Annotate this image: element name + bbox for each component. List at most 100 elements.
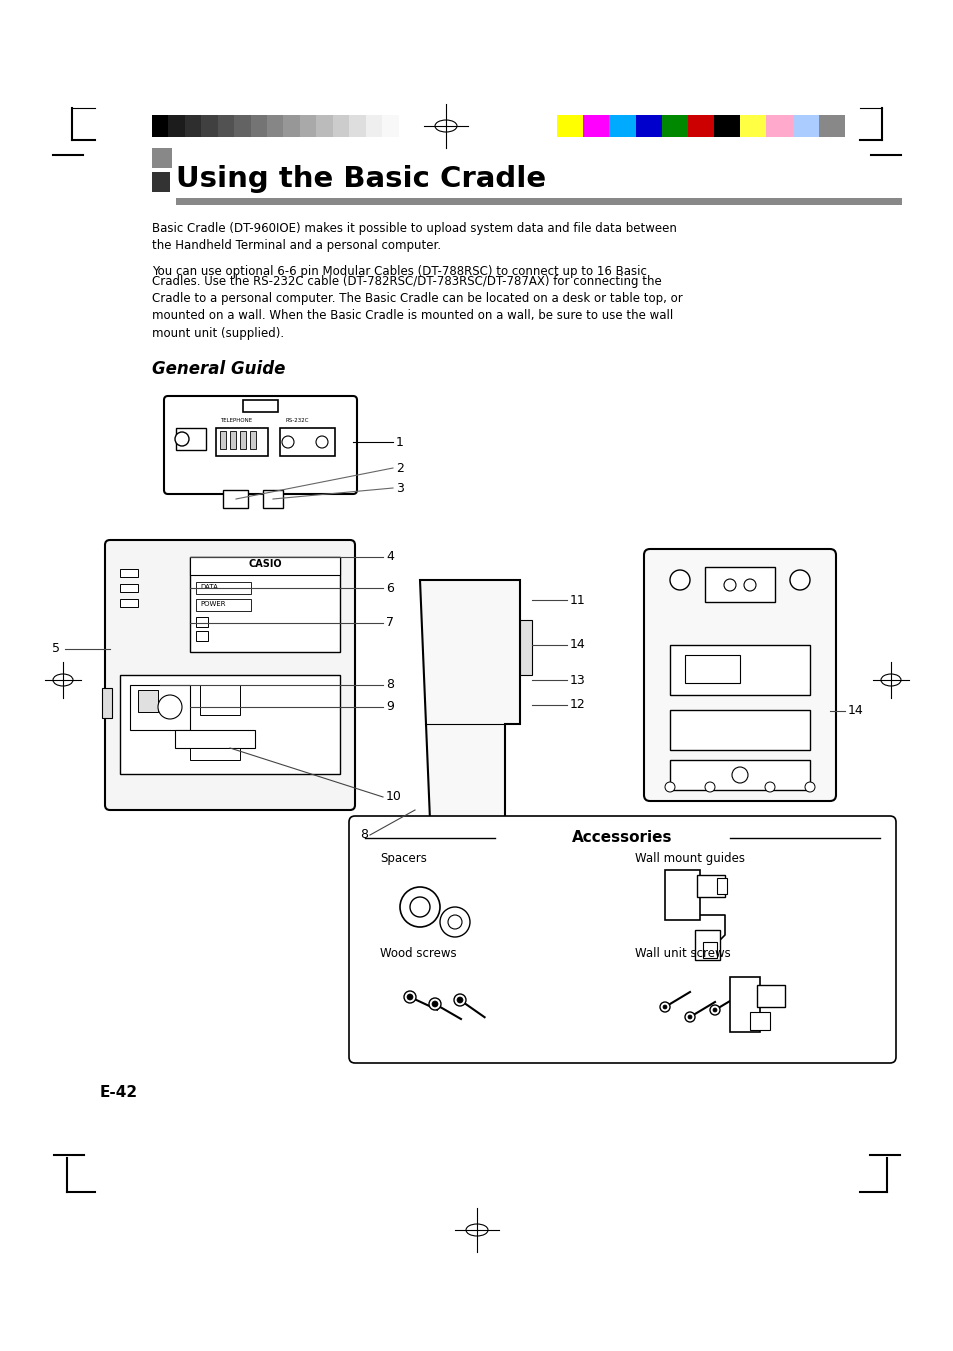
Text: Cradles. Use the RS-232C cable (DT-782RSC/DT-783RSC/DT-787AX) for connecting the: Cradles. Use the RS-232C cable (DT-782RS… xyxy=(152,274,661,288)
Circle shape xyxy=(804,782,814,792)
Circle shape xyxy=(743,580,755,590)
Circle shape xyxy=(704,782,714,792)
Circle shape xyxy=(662,1005,666,1009)
Bar xyxy=(582,115,609,136)
Bar xyxy=(669,644,809,694)
Bar xyxy=(240,431,246,449)
FancyBboxPatch shape xyxy=(349,816,895,1063)
Circle shape xyxy=(456,997,462,1002)
Bar xyxy=(714,115,740,136)
Bar xyxy=(102,688,112,717)
Bar xyxy=(230,431,235,449)
Bar xyxy=(704,567,774,603)
Text: Accessories: Accessories xyxy=(572,831,672,846)
Text: Basic Cradle (DT-960IOE) makes it possible to upload system data and file data b: Basic Cradle (DT-960IOE) makes it possib… xyxy=(152,222,677,235)
Text: 14: 14 xyxy=(847,704,862,717)
Bar xyxy=(152,172,170,192)
Bar xyxy=(185,115,202,136)
Text: Spacers: Spacers xyxy=(379,852,426,865)
Polygon shape xyxy=(419,580,519,820)
Bar xyxy=(243,400,277,412)
Text: Cradle to a personal computer. The Basic Cradle can be located on a desk or tabl: Cradle to a personal computer. The Basic… xyxy=(152,292,682,305)
Bar xyxy=(120,598,138,607)
Circle shape xyxy=(410,897,430,917)
Text: the Handheld Terminal and a personal computer.: the Handheld Terminal and a personal com… xyxy=(152,239,440,253)
Circle shape xyxy=(429,998,440,1011)
Text: 6: 6 xyxy=(386,581,394,594)
Text: TELEPHONE: TELEPHONE xyxy=(220,417,252,423)
Text: RS-232C: RS-232C xyxy=(286,417,309,423)
Bar xyxy=(220,431,226,449)
Bar xyxy=(635,115,661,136)
Text: 8: 8 xyxy=(386,678,394,692)
Bar xyxy=(557,115,583,136)
Bar xyxy=(250,431,255,449)
Bar xyxy=(349,115,366,136)
FancyBboxPatch shape xyxy=(643,549,835,801)
Circle shape xyxy=(448,915,461,929)
Bar xyxy=(201,115,218,136)
Bar xyxy=(152,149,172,168)
Bar xyxy=(283,115,300,136)
Text: 14: 14 xyxy=(569,639,585,651)
Bar xyxy=(382,115,398,136)
Bar xyxy=(195,617,208,627)
Bar xyxy=(174,730,254,748)
Circle shape xyxy=(174,432,189,446)
Text: 5: 5 xyxy=(52,643,60,655)
Bar xyxy=(757,985,784,1006)
Circle shape xyxy=(282,436,294,449)
Text: E-42: E-42 xyxy=(100,1085,138,1100)
Bar xyxy=(190,748,240,761)
Text: 11: 11 xyxy=(569,593,585,607)
Bar xyxy=(519,620,532,676)
Bar xyxy=(717,878,726,894)
Bar xyxy=(333,115,350,136)
Circle shape xyxy=(158,694,182,719)
Circle shape xyxy=(687,1015,691,1019)
Bar xyxy=(195,582,251,594)
Text: 4: 4 xyxy=(386,550,394,563)
Bar xyxy=(695,929,720,961)
Bar xyxy=(251,115,267,136)
Bar xyxy=(398,115,416,136)
Text: Wood screws: Wood screws xyxy=(379,947,456,961)
Bar xyxy=(661,115,688,136)
Circle shape xyxy=(399,888,439,927)
Bar xyxy=(740,115,766,136)
Circle shape xyxy=(664,782,675,792)
Text: Wall unit screws: Wall unit screws xyxy=(635,947,730,961)
FancyBboxPatch shape xyxy=(105,540,355,811)
Circle shape xyxy=(684,1012,695,1021)
Bar xyxy=(130,685,190,730)
Bar xyxy=(169,115,185,136)
Bar xyxy=(120,676,339,774)
Text: POWER: POWER xyxy=(200,601,225,607)
Circle shape xyxy=(764,782,774,792)
Bar xyxy=(200,685,240,715)
Text: CASIO: CASIO xyxy=(248,559,281,569)
Circle shape xyxy=(432,1001,437,1006)
Circle shape xyxy=(454,994,465,1006)
Text: DATA: DATA xyxy=(200,584,217,590)
Bar xyxy=(215,428,268,457)
Circle shape xyxy=(709,1005,720,1015)
Bar xyxy=(684,655,740,684)
Text: Wall mount guides: Wall mount guides xyxy=(635,852,744,865)
Circle shape xyxy=(723,580,735,590)
Bar xyxy=(669,711,809,750)
Text: 12: 12 xyxy=(569,698,585,712)
Circle shape xyxy=(315,436,328,449)
Bar xyxy=(152,115,169,136)
Circle shape xyxy=(403,992,416,1002)
Text: You can use optional 6-6 pin Modular Cables (DT-788RSC) to connect up to 16 Basi: You can use optional 6-6 pin Modular Cab… xyxy=(152,265,646,278)
Text: mount unit (supplied).: mount unit (supplied). xyxy=(152,327,284,340)
Circle shape xyxy=(712,1008,717,1012)
Bar xyxy=(729,977,760,1032)
Circle shape xyxy=(731,767,747,784)
Bar xyxy=(316,115,333,136)
Bar xyxy=(120,569,138,577)
Bar xyxy=(749,1012,769,1029)
Bar xyxy=(669,761,809,790)
Circle shape xyxy=(789,570,809,590)
